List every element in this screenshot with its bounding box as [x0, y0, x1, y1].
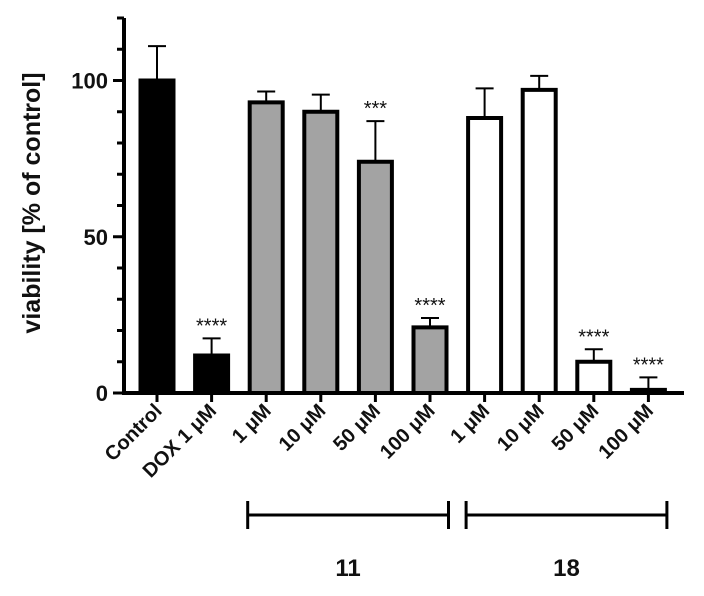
x-tick-label: 1 μM: [228, 400, 276, 448]
significance-label: ****: [414, 295, 445, 317]
bar: [520, 87, 558, 395]
bar: [575, 359, 613, 395]
x-tick-label: 100 μM: [594, 400, 658, 464]
significance-label: ****: [578, 326, 609, 348]
x-tick-label: 1 μM: [446, 400, 494, 448]
bar: [356, 159, 394, 395]
bar: [247, 100, 285, 395]
x-tick-label: 10 μM: [493, 400, 549, 456]
group-label: 18: [553, 555, 580, 582]
y-tick-label: 100: [71, 69, 108, 94]
y-axis-title: viability [% of control]: [18, 72, 46, 333]
bar: [411, 325, 449, 395]
bar: [466, 116, 504, 395]
y-tick-label: 50: [84, 225, 108, 250]
bar: [193, 353, 231, 395]
x-tick-label: 100 μM: [376, 400, 440, 464]
y-tick-label: 0: [96, 381, 108, 406]
significance-label: ****: [633, 354, 664, 376]
significance-label: ****: [196, 315, 227, 337]
bar: [138, 78, 176, 395]
bar: [302, 109, 340, 395]
group-label: 11: [335, 555, 360, 582]
significance-label: ***: [364, 98, 388, 120]
x-tick-label: 10 μM: [275, 400, 331, 456]
